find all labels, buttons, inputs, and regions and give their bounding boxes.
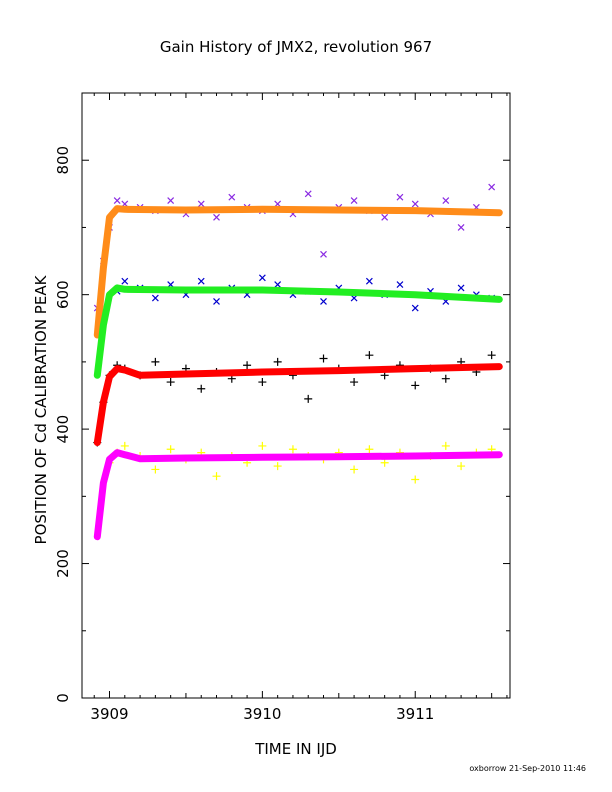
data-point (442, 197, 450, 204)
y-tick-label: 400 (54, 415, 72, 444)
data-point (197, 200, 205, 208)
data-point (273, 462, 282, 471)
x-tick-label: 3910 (243, 705, 281, 723)
data-point (213, 297, 220, 305)
data-point (113, 197, 121, 204)
fit-line (93, 205, 503, 339)
data-point (304, 394, 313, 403)
data-point (441, 441, 450, 450)
data-point (457, 284, 465, 292)
data-point (457, 224, 465, 231)
y-axis-label: POSITION OF Cd CALIBRATION PEAK (32, 274, 50, 544)
data-point (487, 351, 496, 360)
data-point (411, 475, 420, 484)
data-point (350, 378, 359, 387)
data-point (167, 197, 175, 204)
data-point (258, 441, 267, 450)
data-point (274, 281, 282, 289)
data-point (380, 458, 389, 467)
data-point (258, 274, 266, 282)
data-point (320, 297, 327, 305)
data-point (441, 374, 450, 383)
x-tick-label: 3911 (396, 705, 434, 723)
data-point (151, 357, 160, 366)
data-point (411, 200, 419, 208)
data-point (411, 304, 419, 312)
data-point (274, 200, 282, 208)
fit-line (93, 363, 503, 447)
data-point (273, 357, 282, 366)
data-point (288, 445, 297, 454)
data-point (396, 281, 404, 289)
y-tick-label: 600 (54, 280, 72, 309)
data-point (350, 197, 358, 204)
data-point (166, 378, 175, 387)
data-point (396, 193, 404, 201)
data-point (365, 351, 374, 360)
x-axis-label: TIME IN IJD (254, 740, 337, 758)
data-layer (93, 183, 503, 541)
data-point (212, 472, 221, 481)
data-point (166, 445, 175, 454)
y-tick-label: 0 (54, 693, 72, 703)
fit-line (93, 284, 503, 379)
y-tick-label: 200 (54, 549, 72, 578)
data-point (121, 277, 129, 285)
data-point (197, 277, 205, 285)
data-point (350, 465, 359, 474)
x-tick-label: 3909 (90, 705, 128, 723)
data-point (213, 213, 220, 221)
data-point (365, 445, 374, 454)
data-point (151, 465, 160, 474)
tick-layer: 0 200 400 600 800 3909 3910 3911 (54, 93, 510, 723)
data-point (411, 381, 420, 390)
chart-title: Gain History of JMX2, revolution 967 (160, 38, 432, 56)
data-point (243, 361, 252, 370)
data-point (320, 250, 327, 258)
data-point (381, 213, 389, 221)
data-point (488, 183, 496, 191)
data-point (197, 384, 206, 393)
data-point (365, 277, 373, 285)
plot-frame (81, 92, 511, 699)
data-point (120, 441, 129, 450)
data-point (151, 294, 159, 302)
fit-line (93, 449, 503, 541)
y-tick-label: 800 (54, 146, 72, 175)
data-point (228, 193, 236, 201)
data-point (457, 462, 466, 471)
data-point (258, 378, 267, 387)
data-point (319, 354, 328, 363)
footnote: oxborrow 21-Sep-2010 11:46 (469, 764, 586, 773)
data-point (304, 190, 312, 198)
